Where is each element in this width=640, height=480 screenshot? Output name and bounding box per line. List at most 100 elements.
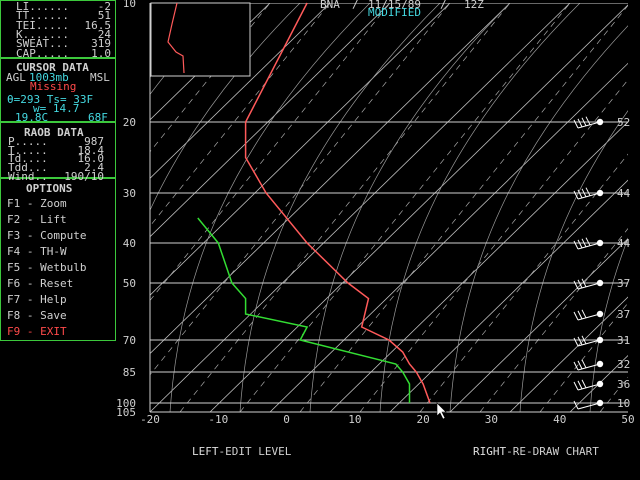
option-key: F2 [7, 213, 21, 226]
wind-speed-label: 37 [617, 308, 630, 321]
option-label: Zoom [40, 197, 67, 210]
modified-flag: MODIFIED [368, 6, 421, 19]
mixing-ratio-line [599, 376, 628, 412]
option-separator: - [20, 229, 41, 242]
raob-value: 190/10 [64, 169, 104, 183]
wind-barb-flag [573, 240, 579, 250]
x-tick-label: 30 [485, 413, 498, 426]
temp-c-value: 19.8C [15, 111, 49, 124]
cursor-level: 1003mb [29, 71, 69, 84]
option-exit-item[interactable]: F9 - EXIT [7, 326, 67, 337]
index-value: 51 [97, 9, 111, 23]
wind-barb-flag [581, 117, 587, 127]
cursor-data-panel [0, 58, 116, 122]
dewpoint-trace [197, 217, 411, 403]
wind-barb-flag [577, 336, 583, 346]
raob-value: 987 [84, 135, 104, 148]
index-label: LI...... [16, 0, 69, 13]
wind-barb-flag [585, 116, 591, 125]
option-zoom-item[interactable]: F1 - Zoom [7, 198, 67, 209]
wind-barb-flag [573, 381, 579, 391]
option-lift-item[interactable]: F2 - Lift [7, 214, 67, 225]
index-value: 319 [91, 37, 111, 51]
wind-barb-flag [573, 361, 579, 371]
dry-adiabat [309, 3, 511, 412]
mixing-line: w= 14.7 [33, 102, 80, 115]
x-tick-label: -20 [140, 413, 160, 426]
wind-barb-flag [581, 278, 587, 288]
y-tick-label: 85 [123, 366, 136, 379]
option-key: F9 [7, 325, 21, 338]
wind-barb-flag [573, 119, 579, 129]
wind-barb-flag [577, 239, 583, 249]
wind-barb-flag [585, 187, 591, 196]
option-th-w-item[interactable]: F4 - TH-W [7, 246, 67, 257]
dry-adiabat [169, 3, 371, 412]
agl-label: AGL [6, 71, 26, 84]
option-separator: - [20, 197, 41, 210]
raob-label: Tdd... [8, 161, 48, 175]
raob-value: 18.4 [77, 143, 105, 157]
isotherm-line [150, 3, 391, 238]
x-tick-label: 50 [621, 413, 634, 426]
wind-speed-label: 52 [617, 116, 630, 129]
wind-barb-flag [577, 380, 583, 390]
y-tick-label: 30 [123, 187, 136, 200]
index-label: K....... [16, 27, 69, 41]
option-key: F6 [7, 277, 21, 290]
option-wetbulb-item[interactable]: F5 - Wetbulb [7, 262, 86, 273]
isotherm-line [150, 3, 451, 296]
x-tick-label: -10 [208, 413, 228, 426]
header-date: 11/15/89 [368, 0, 421, 11]
option-separator: - [20, 277, 41, 290]
wind-barb-flag [577, 360, 583, 370]
raob-value: 16.0 [77, 152, 105, 166]
option-label: EXIT [40, 325, 67, 338]
inset-box [150, 2, 251, 77]
wind-barb-flag [577, 279, 583, 289]
option-key: F1 [7, 197, 21, 210]
y-tick-label: 70 [123, 334, 136, 347]
wind-speed-label: 10 [617, 397, 630, 410]
index-value: 1.0 [91, 46, 111, 60]
y-tick-label: 105 [116, 406, 136, 419]
raob-label: Wind.. [8, 169, 48, 183]
footer-right-key: RIGHT [473, 445, 507, 458]
wind-barb-flag [585, 237, 591, 246]
isotherm-line [389, 179, 628, 412]
y-tick-label: 100 [116, 397, 136, 410]
option-label: Save [40, 309, 67, 322]
footer-left-text: -EDIT LEVEL [218, 445, 292, 458]
option-compute-item[interactable]: F3 - Compute [7, 230, 86, 241]
option-separator: - [20, 309, 41, 322]
isotherm-line [150, 3, 331, 179]
option-label: Lift [40, 213, 67, 226]
index-label: SWEAT... [16, 37, 69, 51]
wind-barb-flag [577, 310, 583, 320]
mixing-ratio-line [239, 3, 571, 412]
wind-speed-label: 44 [617, 187, 631, 200]
header-station: BNA [320, 0, 340, 11]
raob-label: P..... [8, 135, 48, 148]
isotherm-line [569, 354, 628, 412]
mixing-ratio-line [299, 4, 628, 412]
option-save-item[interactable]: F8 - Save [7, 310, 67, 321]
option-label: Reset [40, 277, 74, 290]
x-tick-label: 10 [348, 413, 361, 426]
wind-barb-flag [573, 337, 579, 347]
isotherm-line [150, 3, 571, 412]
option-key: F7 [7, 293, 21, 306]
wind-barb-flag [581, 188, 587, 198]
option-key: F8 [7, 309, 21, 322]
cursor-status: Missing [30, 80, 77, 93]
option-reset-item[interactable]: F6 - Reset [7, 278, 73, 289]
header-time: 12Z [464, 0, 484, 11]
wind-barb-flag [577, 189, 583, 199]
raob-label: T..... [8, 143, 48, 157]
index-label: TEI..... [16, 18, 69, 32]
index-label: TT...... [16, 9, 69, 23]
y-tick-label: 50 [123, 277, 136, 290]
option-help-item[interactable]: F7 - Help [7, 294, 67, 305]
wind-barb-flag [573, 280, 579, 290]
